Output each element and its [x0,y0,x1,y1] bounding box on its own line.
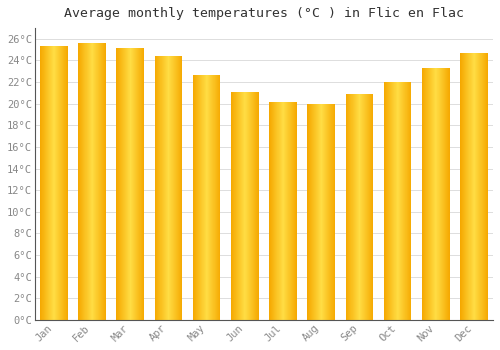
Title: Average monthly temperatures (°C ) in Flic en Flac: Average monthly temperatures (°C ) in Fl… [64,7,464,20]
